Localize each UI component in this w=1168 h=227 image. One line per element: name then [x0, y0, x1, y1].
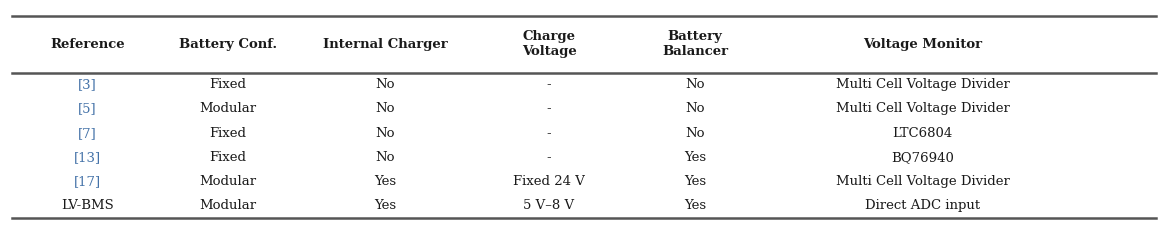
Text: Voltage Monitor: Voltage Monitor	[863, 38, 982, 51]
Text: [17]: [17]	[74, 175, 102, 188]
Text: Fixed: Fixed	[209, 78, 246, 91]
Text: Modular: Modular	[200, 102, 256, 116]
Text: [7]: [7]	[78, 127, 97, 140]
Text: Fixed: Fixed	[209, 151, 246, 164]
Text: Reference: Reference	[50, 38, 125, 51]
Text: Charge
Voltage: Charge Voltage	[522, 30, 576, 58]
Text: [5]: [5]	[78, 102, 97, 116]
Text: No: No	[376, 151, 395, 164]
Text: Modular: Modular	[200, 199, 256, 212]
Text: Yes: Yes	[684, 199, 705, 212]
Text: No: No	[376, 78, 395, 91]
Text: Multi Cell Voltage Divider: Multi Cell Voltage Divider	[836, 102, 1009, 116]
Text: Yes: Yes	[684, 151, 705, 164]
Text: Yes: Yes	[684, 175, 705, 188]
Text: Multi Cell Voltage Divider: Multi Cell Voltage Divider	[836, 175, 1009, 188]
Text: -: -	[547, 151, 551, 164]
Text: Multi Cell Voltage Divider: Multi Cell Voltage Divider	[836, 78, 1009, 91]
Text: 5 V–8 V: 5 V–8 V	[523, 199, 575, 212]
Text: -: -	[547, 78, 551, 91]
Text: BQ76940: BQ76940	[891, 151, 954, 164]
Text: Battery Conf.: Battery Conf.	[179, 38, 277, 51]
Text: Yes: Yes	[375, 199, 396, 212]
Text: Direct ADC input: Direct ADC input	[865, 199, 980, 212]
Text: No: No	[686, 127, 704, 140]
Text: -: -	[547, 102, 551, 116]
Text: Battery
Balancer: Battery Balancer	[662, 30, 728, 58]
Text: No: No	[376, 102, 395, 116]
Text: [3]: [3]	[78, 78, 97, 91]
Text: Modular: Modular	[200, 175, 256, 188]
Text: LV-BMS: LV-BMS	[61, 199, 114, 212]
Text: [13]: [13]	[74, 151, 102, 164]
Text: LTC6804: LTC6804	[892, 127, 953, 140]
Text: Fixed 24 V: Fixed 24 V	[513, 175, 585, 188]
Text: -: -	[547, 127, 551, 140]
Text: No: No	[376, 127, 395, 140]
Text: Fixed: Fixed	[209, 127, 246, 140]
Text: No: No	[686, 102, 704, 116]
Text: Internal Charger: Internal Charger	[324, 38, 447, 51]
Text: Yes: Yes	[375, 175, 396, 188]
Text: No: No	[686, 78, 704, 91]
